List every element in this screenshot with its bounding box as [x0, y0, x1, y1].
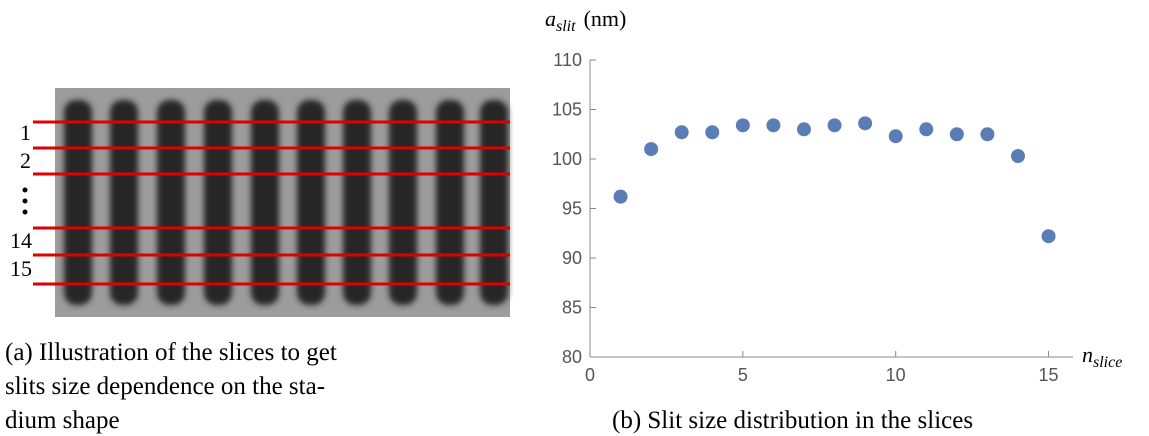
point: [888, 129, 903, 144]
sem-image: [33, 88, 510, 317]
point: [1010, 149, 1025, 164]
y-tick-label: 100: [552, 149, 582, 169]
point: [766, 118, 781, 133]
point: [735, 118, 750, 133]
point: [674, 125, 689, 140]
caption: slits size dependence on the sta-: [5, 373, 325, 400]
slit: [64, 100, 92, 305]
y-tick-label: 80: [562, 347, 582, 367]
slit: [297, 100, 325, 305]
ellipsis-dots: [22, 187, 28, 215]
point: [858, 116, 873, 131]
x-axis-label: nslice: [1082, 342, 1122, 371]
point: [705, 125, 720, 140]
y-tick-label: 110: [553, 50, 582, 70]
x-tick-label: 5: [738, 365, 748, 385]
slice-label: 14: [10, 228, 32, 253]
slit: [480, 100, 508, 305]
y-tick-label: 105: [552, 100, 582, 120]
x-tick-label: 10: [886, 365, 906, 385]
slit: [251, 100, 279, 305]
slice-label: 15: [10, 256, 32, 281]
point: [613, 189, 628, 204]
point: [919, 122, 934, 137]
y-axis-label: aslit (nm): [545, 6, 626, 35]
x-tick-label: 15: [1039, 365, 1059, 385]
slit: [389, 100, 417, 305]
caption: (a) Illustration of the slices to get: [5, 339, 337, 366]
slit: [110, 100, 138, 305]
caption: dium shape: [5, 407, 120, 434]
slice-label: 2: [20, 148, 31, 173]
x-tick-label: 0: [585, 365, 595, 385]
point: [827, 118, 842, 133]
point: [644, 142, 659, 157]
slit: [343, 100, 371, 305]
y-tick-label: 85: [562, 298, 582, 318]
slit: [436, 100, 464, 305]
caption: (b) Slit size distribution in the slices: [612, 407, 973, 434]
point: [980, 127, 995, 142]
point: [1041, 229, 1056, 244]
slice-label: 1: [20, 120, 31, 145]
slit: [204, 100, 232, 305]
slit: [157, 100, 185, 305]
point: [949, 127, 964, 142]
y-tick-label: 90: [562, 248, 582, 268]
point: [796, 122, 811, 137]
y-tick-label: 95: [562, 199, 582, 219]
